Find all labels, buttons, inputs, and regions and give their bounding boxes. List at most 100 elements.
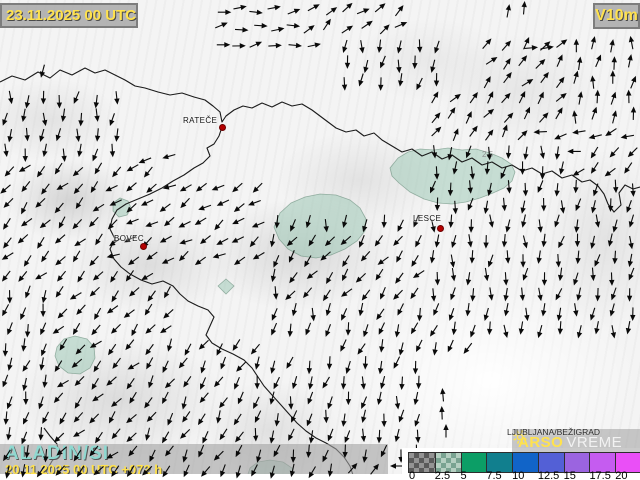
wind-arrow <box>252 182 263 193</box>
wind-speed-patch <box>217 278 235 295</box>
wind-arrow <box>235 431 244 443</box>
wind-arrow <box>59 412 67 425</box>
wind-arrow <box>43 449 49 463</box>
wind-arrow <box>604 167 616 177</box>
national-border-line <box>109 126 355 480</box>
wind-arrow <box>447 182 454 197</box>
wind-arrow <box>290 219 296 232</box>
wind-arrow <box>273 376 280 390</box>
wind-arrow <box>433 73 440 87</box>
wind-arrow <box>2 304 10 317</box>
wind-arrow <box>483 76 491 89</box>
wind-arrow <box>291 410 298 423</box>
wind-arrow <box>306 270 318 279</box>
wind-arrow <box>374 3 386 13</box>
wind-arrow <box>78 112 84 127</box>
wind-arrow <box>417 39 423 53</box>
wind-arrow <box>3 143 9 158</box>
wind-arrow <box>356 8 370 15</box>
wind-arrow <box>574 219 580 233</box>
wind-arrow <box>233 4 247 11</box>
wind-arrow <box>501 124 508 138</box>
wind-arrow <box>180 429 191 439</box>
wind-arrow <box>488 214 494 228</box>
wind-arrow <box>370 463 379 475</box>
wind-arrow <box>220 356 227 370</box>
wind-arrow <box>325 302 331 317</box>
wind-arrow <box>2 343 9 357</box>
wind-arrow <box>162 153 176 160</box>
wind-arrow <box>111 398 122 407</box>
wind-arrow <box>326 271 334 285</box>
wind-arrow <box>522 182 529 197</box>
wind-arrow <box>591 200 597 214</box>
wind-arrow <box>194 256 207 266</box>
wind-arrow <box>200 377 207 390</box>
wind-arrow <box>501 40 512 51</box>
wind-arrow <box>434 166 440 180</box>
wind-arrow <box>211 184 225 191</box>
wind-arrow <box>447 339 454 353</box>
wind-arrow <box>106 305 119 314</box>
wind-arrow <box>452 128 459 141</box>
wind-arrow <box>396 59 402 74</box>
wind-arrow <box>308 376 314 390</box>
wind-arrow <box>55 465 66 476</box>
wind-arrow <box>519 287 526 302</box>
wind-arrow <box>4 465 11 479</box>
watermark-brand-bold: ARSO <box>518 433 564 451</box>
wind-arrow <box>539 145 546 160</box>
wind-arrow <box>413 214 419 228</box>
wind-arrow <box>24 324 31 338</box>
wind-arrow <box>269 233 276 248</box>
wind-arrow <box>6 290 13 304</box>
wind-arrow <box>149 449 156 463</box>
wind-arrow <box>503 287 509 302</box>
wind-arrow <box>307 4 320 12</box>
wind-arrow <box>522 235 528 249</box>
wind-arrow <box>412 55 418 70</box>
wind-arrow <box>56 95 63 109</box>
wind-arrow <box>379 24 390 35</box>
wind-arrow <box>274 413 280 427</box>
wind-arrow <box>469 91 478 104</box>
wind-arrow <box>112 357 121 369</box>
wind-arrow <box>92 148 99 162</box>
wind-arrow <box>305 322 312 336</box>
wind-arrow <box>626 200 632 213</box>
wind-arrow <box>450 287 456 301</box>
wind-arrow <box>361 20 373 29</box>
wind-arrow <box>573 38 580 53</box>
wind-arrow <box>399 376 405 391</box>
wind-arrow <box>254 23 268 29</box>
wind-arrow <box>558 235 565 249</box>
wind-arrow <box>555 92 567 102</box>
wind-arrow <box>148 375 154 389</box>
wind-arrow <box>439 406 445 420</box>
valid-time-label: 23.11.2025 00 UTC <box>6 7 137 24</box>
wind-arrow <box>609 147 620 158</box>
wind-arrow <box>163 309 174 319</box>
wind-arrow <box>108 343 117 356</box>
wind-arrow <box>54 432 65 443</box>
wind-arrow <box>416 339 423 352</box>
wind-arrow <box>269 465 276 479</box>
wind-arrow <box>341 413 347 427</box>
wind-arrow <box>556 307 563 322</box>
wind-arrow <box>465 145 472 159</box>
wind-arrow <box>198 339 209 350</box>
wind-arrow <box>182 449 188 463</box>
wind-arrow <box>2 112 8 126</box>
wind-arrow <box>56 379 69 388</box>
wind-arrow <box>572 110 578 124</box>
wind-arrow <box>162 465 171 478</box>
wind-arrow <box>628 214 635 228</box>
wind-arrow <box>609 303 615 317</box>
wind-arrow <box>518 321 525 335</box>
wind-arrow <box>214 219 224 231</box>
wind-arrow <box>541 197 547 212</box>
wind-arrow <box>347 463 358 474</box>
wind-arrow <box>393 356 401 369</box>
wind-arrow <box>611 110 618 124</box>
wind-arrow <box>56 182 69 190</box>
